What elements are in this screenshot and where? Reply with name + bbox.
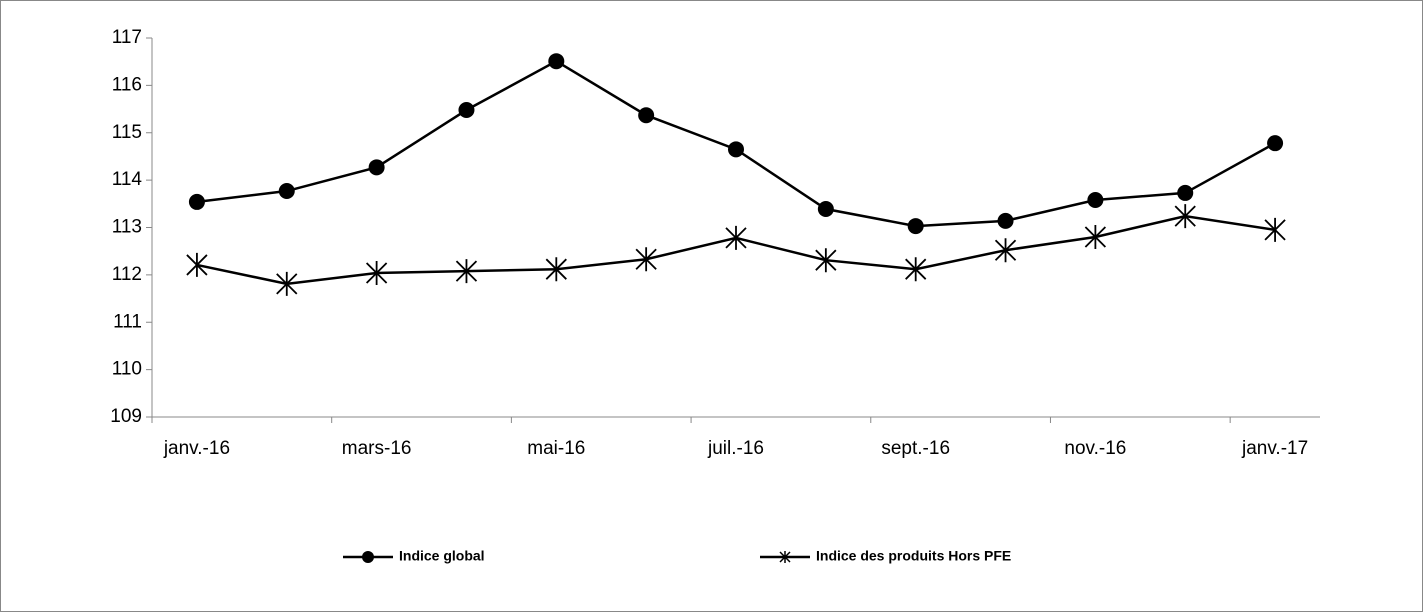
marker — [997, 212, 1014, 229]
marker — [455, 259, 478, 284]
marker — [638, 107, 655, 124]
y-tick-label: 115 — [112, 122, 142, 143]
marker — [278, 183, 295, 200]
marker — [907, 218, 924, 235]
marker — [365, 260, 388, 285]
y-tick-label: 111 — [113, 311, 142, 332]
y-tick-label: 114 — [112, 169, 143, 190]
x-tick-label: sept.-16 — [881, 438, 950, 459]
legend-label: Indice global — [399, 548, 485, 564]
marker — [728, 141, 744, 158]
y-tick-label: 109 — [110, 406, 142, 427]
legend-label: Indice des produits Hors PFE — [816, 548, 1011, 564]
x-tick-label: janv.-16 — [163, 438, 230, 459]
y-tick-label: 110 — [112, 359, 142, 380]
marker — [368, 159, 385, 176]
marker — [545, 257, 567, 282]
marker — [1264, 217, 1286, 242]
marker — [1087, 192, 1104, 209]
legend-marker — [362, 551, 374, 563]
y-tick-label: 116 — [112, 74, 142, 95]
marker — [905, 257, 927, 282]
y-tick-label: 112 — [112, 264, 142, 285]
marker — [994, 238, 1017, 263]
marker — [817, 201, 834, 218]
marker — [725, 225, 747, 250]
marker — [458, 102, 475, 119]
legend-item: Indice global — [343, 548, 485, 564]
x-tick-label: nov.-16 — [1064, 438, 1126, 459]
x-tick-label: janv.-17 — [1241, 438, 1308, 459]
marker — [815, 248, 837, 273]
legend-marker — [779, 551, 791, 563]
y-tick-label: 117 — [112, 27, 142, 48]
legend-item: Indice des produits Hors PFE — [760, 548, 1011, 564]
marker — [635, 247, 657, 272]
marker — [548, 53, 565, 70]
x-tick-label: juil.-16 — [707, 438, 764, 459]
x-tick-label: mars-16 — [342, 438, 412, 459]
marker — [188, 193, 205, 210]
marker — [186, 252, 208, 277]
marker — [1177, 184, 1194, 201]
marker — [276, 271, 298, 296]
marker — [1084, 224, 1107, 249]
marker — [1174, 204, 1196, 229]
x-tick-label: mai-16 — [527, 438, 585, 459]
marker — [1267, 135, 1284, 152]
y-tick-label: 113 — [112, 217, 142, 238]
